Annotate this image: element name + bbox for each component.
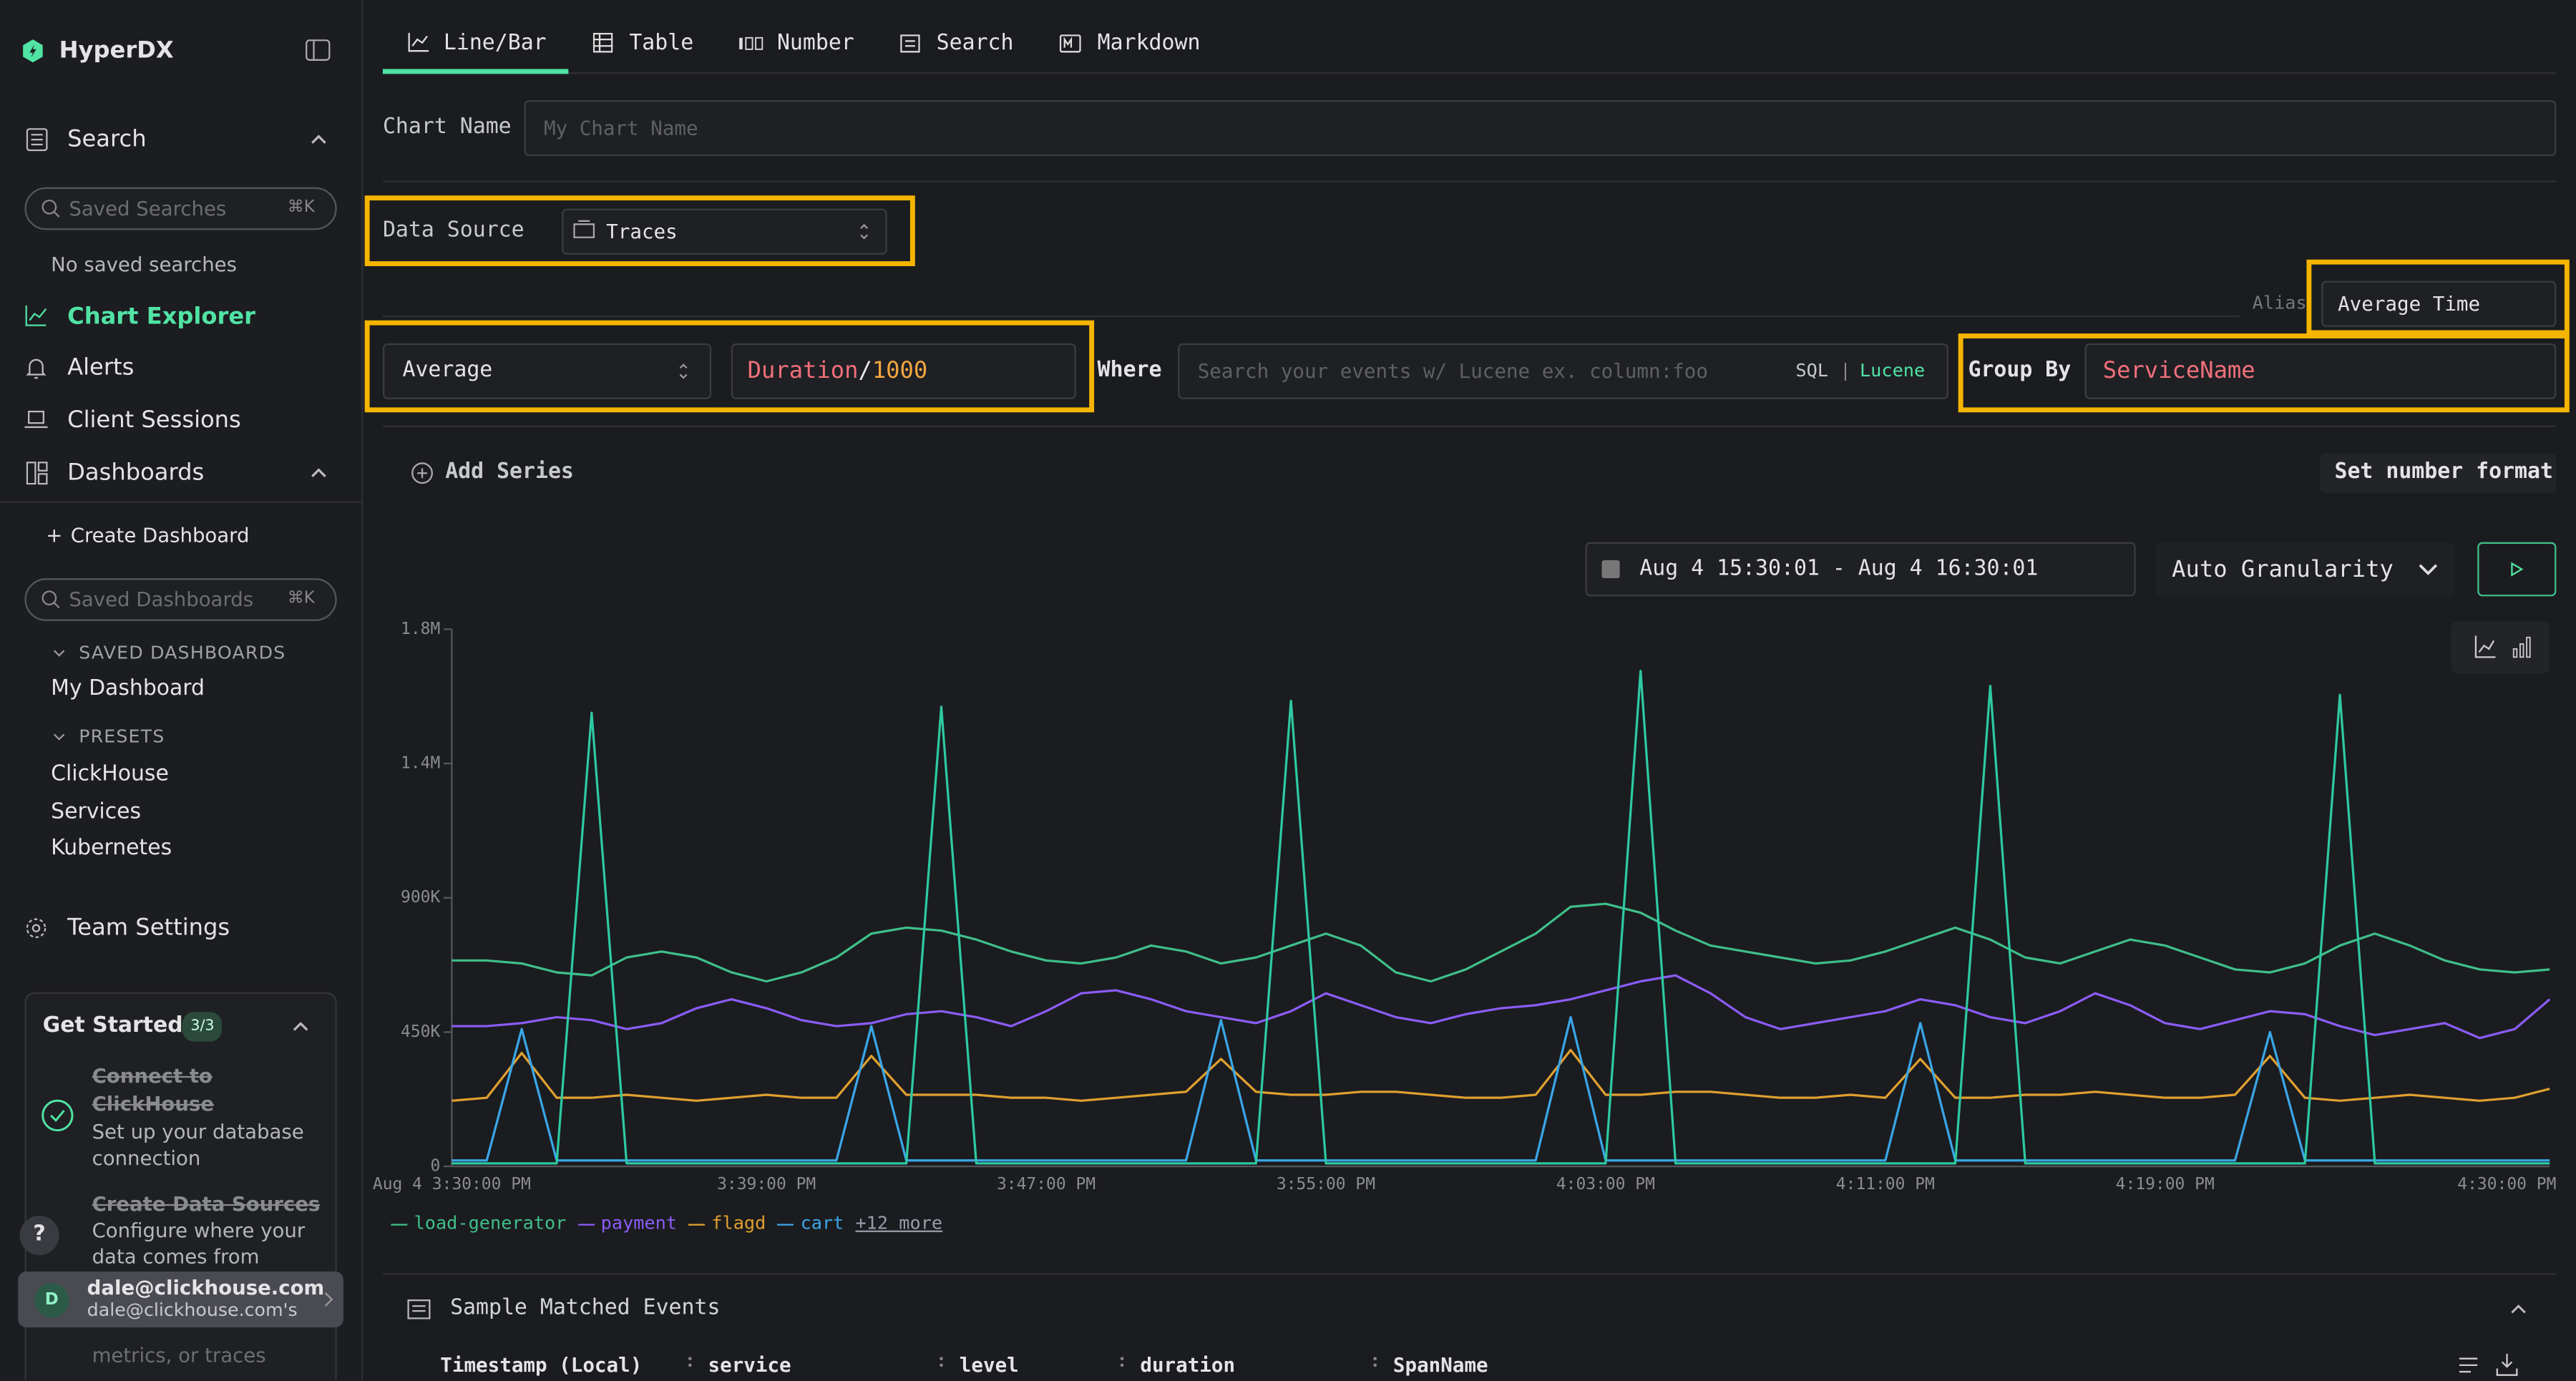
y-tick-label: 1.4M [401,754,440,773]
y-tick-label: 1.8M [401,620,440,638]
series-line [452,975,2550,1038]
legend-label[interactable]: load-generator [414,1212,567,1234]
events-title: Sample Matched Events [450,1296,720,1322]
chevron[interactable] [2510,1303,2527,1314]
series-line [452,904,2550,981]
y-tick-label: 900K [401,888,440,907]
x-tick-label: Aug 4 3:30:00 PM [373,1175,531,1194]
column-header[interactable]: Timestamp (Local) [440,1352,642,1379]
y-tick-label: 0 [430,1157,440,1176]
x-tick-label: 3:47:00 PM [997,1175,1096,1194]
legend-swatch [688,1223,705,1224]
y-tick-label: 450K [401,1023,440,1041]
legend-label[interactable]: flagd [711,1212,766,1234]
legend-swatch [391,1223,407,1224]
x-tick-label: 4:11:00 PM [1836,1175,1935,1194]
legend-label[interactable]: payment [601,1212,677,1234]
column-resizers [687,1355,1410,1375]
events-icon [407,1299,430,1319]
legend-more[interactable]: +12 more [855,1212,942,1234]
x-tick-label: 4:03:00 PM [1556,1175,1655,1194]
divider [383,1273,2556,1274]
series-line [452,1050,2550,1101]
legend: load-generator payment flagd cart +12 more [391,1211,942,1237]
series-line [452,1018,2550,1161]
series-line [452,671,2550,1163]
x-tick-label: 3:55:00 PM [1277,1175,1375,1194]
table-actions[interactable] [2459,1354,2522,1377]
x-tick-label: 4:19:00 PM [2116,1175,2215,1194]
x-tick-label: 3:39:00 PM [717,1175,816,1194]
x-tick-label: 4:30:00 PM [2457,1175,2556,1194]
legend-label[interactable]: cart [801,1212,844,1234]
legend-swatch [777,1223,794,1224]
legend-swatch [578,1223,595,1224]
